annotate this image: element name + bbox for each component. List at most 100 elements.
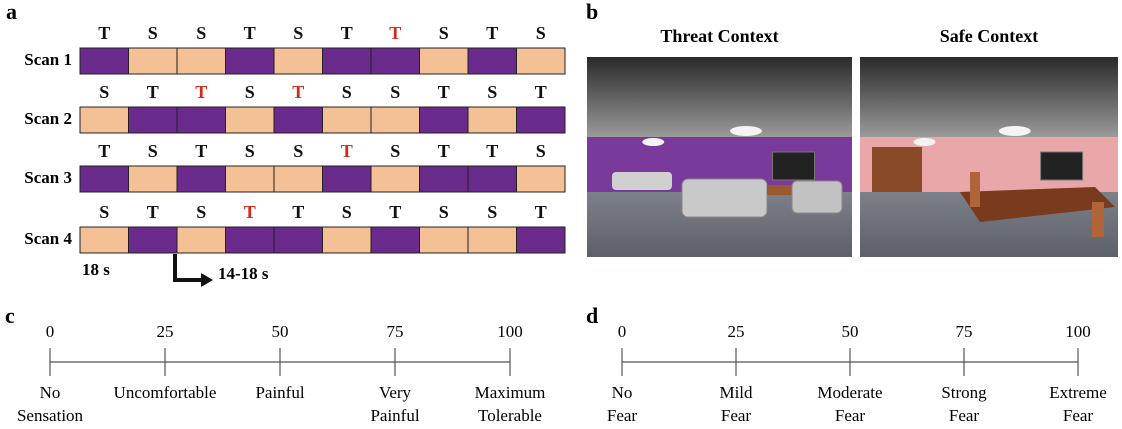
condition-letter: T [195,141,207,161]
anchor-label: Strong [941,383,987,402]
condition-letter: S [245,82,255,102]
block [468,227,517,253]
block [420,107,469,133]
anchor-label: Sensation [17,406,84,425]
block [80,227,129,253]
tick-label: 25 [728,322,745,341]
chair [970,172,980,207]
tick-label: 25 [157,322,174,341]
condition-letter: T [195,82,207,102]
condition-letter: T [341,23,353,43]
chair [792,181,842,213]
anchor-label: Fear [835,406,866,425]
condition-letter: S [99,82,109,102]
condition-letter: S [390,141,400,161]
block [80,166,129,192]
anchor-label: Fear [949,406,980,425]
tick-label: 100 [497,322,523,341]
condition-letter: T [389,202,401,222]
block [468,107,517,133]
condition-letter: S [487,202,497,222]
block [420,48,469,74]
interval: 14-18 s [218,264,269,283]
condition-letter: S [148,23,158,43]
block [129,48,178,74]
block [371,227,420,253]
tv [1041,152,1083,180]
anchor-label: Painful [255,383,304,402]
block [323,48,372,74]
scan-label: Scan 1 [24,50,72,69]
anchor-label: Tolerable [478,406,542,425]
block [274,166,323,192]
condition-letter: S [148,141,158,161]
context-image [587,57,852,257]
tick-label: 0 [46,322,55,341]
block [517,107,566,133]
condition-letter: T [438,82,450,102]
condition-letter: T [292,202,304,222]
anchor-label: No [40,383,61,402]
chair [1092,202,1104,237]
block [226,48,275,74]
block [517,48,566,74]
condition-letter: S [99,202,109,222]
lamp [999,126,1031,136]
ceiling [860,57,1118,137]
condition-letter: T [244,23,256,43]
condition-letter: T [535,82,547,102]
block [371,166,420,192]
block [226,227,275,253]
anchor-label: Painful [370,406,419,425]
anchor-label: Fear [1063,406,1094,425]
scan-label: Scan 3 [24,168,72,187]
condition-letter: T [292,82,304,102]
block [226,166,275,192]
tick-label: 0 [618,322,627,341]
condition-letter: S [293,23,303,43]
tv [773,152,815,180]
scan-label: Scan 2 [24,109,72,128]
sofa [682,179,767,217]
lamp [642,138,664,146]
tick-label: 75 [956,322,973,341]
condition-letter: S [536,23,546,43]
condition-letter: S [439,202,449,222]
condition-letter: S [439,23,449,43]
block [274,48,323,74]
block [177,227,226,253]
block [371,48,420,74]
block [129,107,178,133]
cabinet [872,147,922,192]
condition-letter: T [244,202,256,222]
condition-letter: S [342,202,352,222]
anchor-label: Very [379,383,412,402]
block [420,166,469,192]
condition-letter: T [147,202,159,222]
condition-letter: T [341,141,353,161]
block [420,227,469,253]
context-image [860,57,1118,257]
block [274,107,323,133]
block [323,227,372,253]
condition-letter: S [196,23,206,43]
block [517,227,566,253]
block [323,166,372,192]
condition-letter: S [196,202,206,222]
condition-letter: T [535,202,547,222]
block [177,107,226,133]
condition-letter: T [389,23,401,43]
condition-letter: S [536,141,546,161]
condition-letter: S [487,82,497,102]
block [468,48,517,74]
block [517,166,566,192]
anchor-label: Maximum [475,383,546,402]
condition-letter: T [98,141,110,161]
tick-label: 50 [272,322,289,341]
tick-label: 50 [842,322,859,341]
anchor-label: Fear [607,406,638,425]
condition-letter: S [390,82,400,102]
condition-letter: T [486,141,498,161]
sofa [612,172,672,190]
block [274,227,323,253]
